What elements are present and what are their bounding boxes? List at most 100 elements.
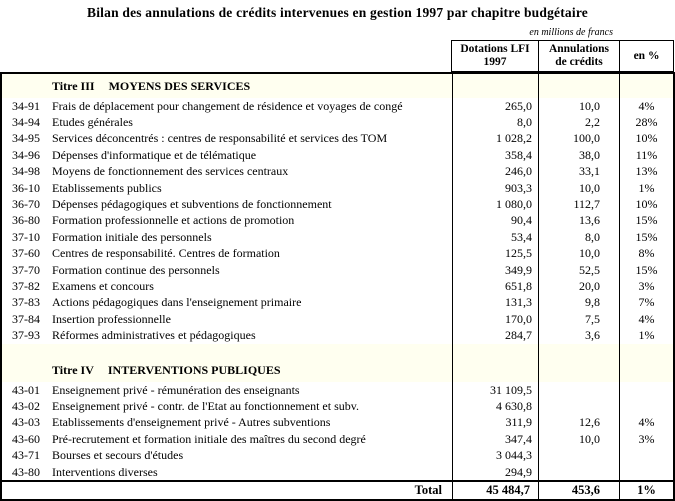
table-row: 43-60 Pré-recrutement et formation initi… bbox=[2, 431, 673, 448]
chapter-cell: 43-60 Pré-recrutement et formation initi… bbox=[2, 431, 452, 447]
percent-cell: 4% bbox=[619, 414, 673, 432]
annulation-value: 20,0 bbox=[579, 278, 600, 293]
dotation-value: 349,9 bbox=[505, 262, 532, 277]
dotation-cell-empty bbox=[452, 74, 538, 98]
chapter-code: 37-93 bbox=[12, 328, 40, 343]
chapter-label: Etablissements publics bbox=[52, 180, 162, 195]
section-heading-row: Titre III MOYENS DES SERVICES bbox=[2, 74, 673, 98]
percent-cell: 7% bbox=[619, 294, 673, 312]
annulation-cell bbox=[538, 398, 619, 415]
dotation-value: 246,0 bbox=[505, 164, 532, 179]
chapter-cell: 34-98 Moyens de fonctionnement des servi… bbox=[2, 164, 452, 180]
annulation-cell: 112,7 bbox=[538, 196, 619, 213]
annulation-value: 112,7 bbox=[573, 197, 600, 212]
annulation-cell: 10,0 bbox=[538, 179, 619, 197]
total-dotation-value: 45 484,7 bbox=[452, 482, 538, 499]
dotation-cell: 311,9 bbox=[452, 414, 538, 432]
annulation-cell bbox=[538, 381, 619, 399]
percent-cell: 10% bbox=[619, 196, 673, 213]
chapter-cell: 43-03 Etablissements d'enseignement priv… bbox=[2, 415, 452, 431]
percent-value: 4% bbox=[638, 98, 655, 113]
percent-cell: 4% bbox=[619, 311, 673, 328]
dotation-value: 4 630,8 bbox=[496, 398, 532, 413]
percent-cell bbox=[619, 398, 673, 415]
percent-cell: 15% bbox=[619, 212, 673, 230]
column-header-dotations-line1: Dotations LFI bbox=[460, 43, 530, 55]
chapter-label: Réformes administratives et pédagogiques bbox=[52, 328, 256, 343]
chapter-label: Frais de déplacement pour changement de … bbox=[52, 98, 403, 113]
percent-cell-empty bbox=[619, 74, 673, 98]
chapter-label: Moyens de fonctionnement des services ce… bbox=[52, 164, 289, 179]
chapter-label: Enseignement privé - rémunération des en… bbox=[52, 382, 300, 397]
dotation-value: 1 080,0 bbox=[496, 197, 532, 212]
column-header-annulations: Annulations de crédits bbox=[538, 41, 619, 71]
chapter-code: 43-03 bbox=[12, 415, 40, 430]
dotation-value: 903,3 bbox=[505, 180, 532, 195]
chapter-cell: 43-01 Enseignement privé - rémunération … bbox=[2, 382, 452, 398]
dotation-value: 3 044,3 bbox=[496, 448, 532, 463]
percent-cell: 13% bbox=[619, 163, 673, 180]
chapter-code: 34-98 bbox=[12, 164, 40, 179]
percent-cell-empty bbox=[619, 343, 673, 382]
chapter-code: 34-95 bbox=[12, 131, 40, 146]
chapter-code: 37-10 bbox=[12, 229, 40, 244]
dotation-cell: 125,5 bbox=[452, 245, 538, 262]
annulation-cell: 8,0 bbox=[538, 229, 619, 246]
dotation-cell: 265,0 bbox=[452, 98, 538, 115]
column-header-dotations: Dotations LFI 1997 bbox=[452, 41, 538, 71]
percent-cell: 1% bbox=[619, 179, 673, 197]
percent-cell: 1% bbox=[619, 327, 673, 344]
dotation-cell: 294,9 bbox=[452, 463, 538, 481]
annulation-value: 12,6 bbox=[579, 415, 600, 430]
annulation-cell: 10,0 bbox=[538, 431, 619, 448]
dotation-value: 265,0 bbox=[505, 98, 532, 113]
percent-value: 13% bbox=[635, 164, 658, 179]
chapter-code: 36-10 bbox=[12, 180, 40, 195]
percent-cell: 8% bbox=[619, 245, 673, 262]
chapter-cell: 37-83 Actions pédagogiques dans l'enseig… bbox=[2, 295, 452, 311]
annulation-cell: 10,0 bbox=[538, 98, 619, 115]
table-row: 37-84 Insertion professionnelle 170,0 7,… bbox=[2, 311, 673, 328]
annulation-cell: 2,2 bbox=[538, 114, 619, 131]
chapter-label: Formation initiale des personnels bbox=[52, 229, 212, 244]
percent-value: 3% bbox=[638, 278, 655, 293]
chapter-code: 43-60 bbox=[12, 431, 40, 446]
chapter-cell: 34-95 Services déconcentrés : centres de… bbox=[2, 131, 452, 147]
table-row: 43-71 Bourses et secours d'études 3 044,… bbox=[2, 447, 673, 464]
annulation-cell: 3,6 bbox=[538, 327, 619, 344]
chapter-code: 36-70 bbox=[12, 197, 40, 212]
column-header-annulations-line1: Annulations bbox=[548, 43, 610, 55]
chapter-cell: 34-91 Frais de déplacement pour changeme… bbox=[2, 98, 452, 114]
annulation-cell: 9,8 bbox=[538, 294, 619, 312]
dotation-value: 125,5 bbox=[505, 246, 532, 261]
annulation-value: 10,0 bbox=[579, 246, 600, 261]
annulation-cell-empty bbox=[538, 74, 619, 98]
annulation-value: 7,5 bbox=[585, 311, 600, 326]
chapter-code: 43-80 bbox=[12, 464, 40, 479]
percent-value: 15% bbox=[635, 213, 658, 228]
total-annulation-value: 453,6 bbox=[538, 482, 619, 499]
percent-cell: 11% bbox=[619, 147, 673, 164]
chapter-cell: 43-80 Interventions diverses bbox=[2, 464, 452, 480]
annulation-cell: 52,5 bbox=[538, 261, 619, 279]
section-heading-name: MOYENS DES SERVICES bbox=[108, 79, 251, 93]
annulation-value: 38,0 bbox=[579, 147, 600, 162]
annulation-cell: 100,0 bbox=[538, 130, 619, 148]
chapter-code: 37-70 bbox=[12, 262, 40, 277]
section-heading-name: INTERVENTIONS PUBLIQUES bbox=[107, 362, 281, 377]
dotation-cell: 347,4 bbox=[452, 431, 538, 448]
chapter-label: Services déconcentrés : centres de respo… bbox=[52, 131, 388, 146]
chapter-cell: 37-84 Insertion professionnelle bbox=[2, 311, 452, 327]
annulation-value: 3,6 bbox=[585, 328, 600, 343]
table-row: 36-80 Formation professionnelle et actio… bbox=[2, 212, 673, 230]
chapter-label: Dépenses d'informatique et de télématiqu… bbox=[52, 147, 257, 162]
annulation-value: 33,1 bbox=[579, 164, 600, 179]
section-heading-prefix: Titre III bbox=[52, 79, 95, 93]
dotation-cell: 284,7 bbox=[452, 327, 538, 344]
section-heading: Titre IV INTERVENTIONS PUBLIQUES bbox=[2, 344, 452, 382]
chapter-cell: 37-10 Formation initiale des personnels bbox=[2, 229, 452, 245]
chapter-label: Examens et concours bbox=[52, 278, 154, 293]
dotation-value: 347,4 bbox=[505, 431, 532, 446]
table-row: 37-82 Examens et concours 651,8 20,0 3% bbox=[2, 278, 673, 295]
